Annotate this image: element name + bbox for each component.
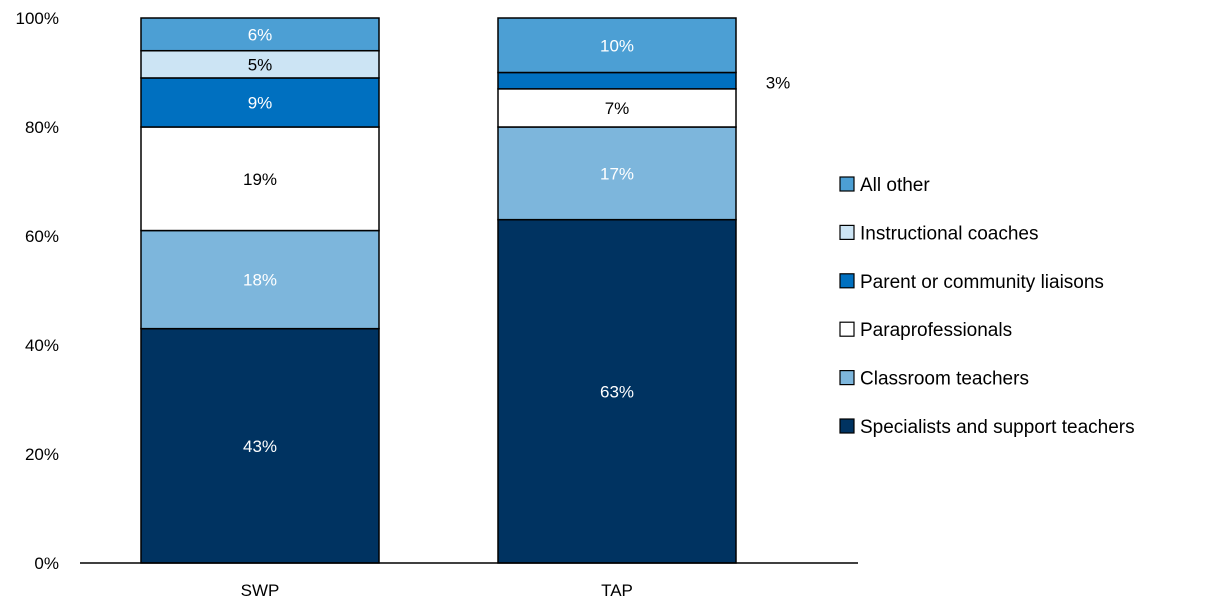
- data-label: 18%: [243, 271, 277, 290]
- y-axis-ticks: 0% 20% 40% 60% 80% 100%: [16, 9, 59, 573]
- x-tick-label: TAP: [601, 581, 633, 600]
- bar-segment-tap-parent-or-community-liaisons: [497, 71, 737, 90]
- data-label: 63%: [600, 382, 634, 401]
- y-tick-label: 60%: [25, 227, 59, 246]
- data-label: 3%: [766, 74, 791, 93]
- bar-segment-swp-instructional-coaches: [140, 49, 380, 79]
- bar-segment-tap-all-other: [497, 17, 737, 74]
- legend-swatch-classroom-teachers: [839, 370, 855, 386]
- bar-segment-swp-specialists-and-support-teachers: [140, 327, 380, 564]
- legend: All other Instructional coaches Parent or …: [839, 175, 1135, 438]
- legend-swatch-instructional-coaches: [839, 224, 855, 240]
- data-label: 7%: [605, 99, 630, 118]
- legend-label-all-other: All other: [860, 175, 930, 196]
- legend-label-paraprofessionals: Paraprofessionals: [860, 320, 1012, 341]
- legend-label-instructional-coaches: Instructional coaches: [860, 223, 1039, 244]
- data-label: 5%: [248, 55, 273, 74]
- data-label: 10%: [600, 36, 634, 55]
- bar-segment-tap-classroom-teachers: [497, 126, 737, 221]
- legend-label-parent-or-community-liaisons: Parent or community liaisons: [860, 272, 1104, 293]
- bar-segment-swp-parent-or-community-liaisons: [140, 77, 380, 128]
- data-label: 9%: [248, 93, 273, 112]
- bar-segment-swp-classroom-teachers: [140, 229, 380, 330]
- y-tick-label: 20%: [25, 445, 59, 464]
- legend-swatch-all-other: [839, 176, 855, 192]
- bar-segment-tap-paraprofessionals: [497, 88, 737, 128]
- data-label: 19%: [243, 170, 277, 189]
- y-tick-label: 100%: [16, 9, 59, 28]
- legend-label-classroom-teachers: Classroom teachers: [860, 369, 1029, 390]
- data-label: 43%: [243, 437, 277, 456]
- data-label: 17%: [600, 164, 634, 183]
- y-tick-label: 0%: [34, 554, 59, 573]
- x-tick-label: SWP: [241, 581, 280, 600]
- bars-group: 43% 18% 19% 9% 5% 6% 63% 17% 7% 3% 10%: [140, 17, 791, 564]
- bar-segment-tap-specialists-and-support-teachers: [497, 218, 737, 564]
- legend-label-specialists-and-support-teachers: Specialists and support teachers: [860, 417, 1135, 438]
- bar-segment-swp-all-other: [140, 17, 380, 52]
- legend-swatch-parent-or-community-liaisons: [839, 273, 855, 289]
- y-tick-label: 40%: [25, 336, 59, 355]
- legend-swatch-specialists-and-support-teachers: [839, 418, 855, 434]
- legend-swatch-paraprofessionals: [839, 321, 855, 337]
- y-tick-label: 80%: [25, 118, 59, 137]
- data-label: 6%: [248, 25, 273, 44]
- x-axis-labels: SWP TAP: [241, 581, 633, 600]
